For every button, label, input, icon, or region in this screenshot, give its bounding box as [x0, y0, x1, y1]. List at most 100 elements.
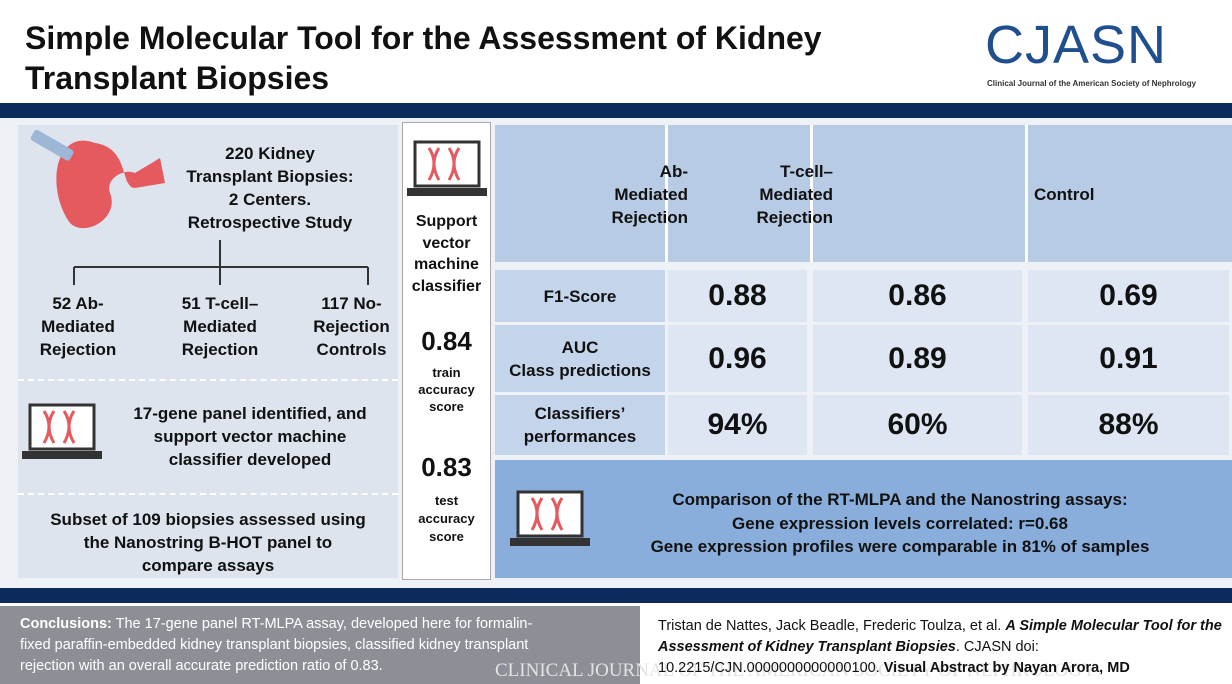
column-sep [810, 125, 813, 262]
text-line: Mediated [759, 185, 833, 204]
text-line: Rejection [756, 208, 833, 227]
band [0, 103, 1232, 118]
text-line: AUC [561, 337, 599, 357]
laptop-icon [22, 403, 102, 459]
text-line: Gene expression levels correlated: r=0.6… [732, 513, 1068, 533]
column-header: Ab- Mediated Rejection [593, 160, 688, 229]
conclusions-label: Conclusions: [20, 616, 112, 632]
group: 51 T-cell– Mediated Rejection [160, 292, 280, 361]
text-line: test [434, 493, 459, 508]
text-line: vector [422, 234, 471, 252]
panel-text: 17-gene panel identified, and support ve… [105, 402, 395, 471]
laptop-icon [510, 490, 590, 546]
value-cell: 0.88 [668, 270, 807, 322]
text-line: The 17-gene panel RT-MLPA assay, develop… [111, 616, 533, 632]
classifier-column [402, 122, 491, 580]
text-line: Mediated [183, 317, 257, 336]
test-label: test accuracy score [402, 492, 491, 546]
text-line: Controls [316, 340, 387, 359]
column-header: T-cell– Mediated Rejection [738, 160, 833, 229]
value-cell: 0.96 [668, 325, 807, 392]
group: 52 Ab- Mediated Rejection [18, 292, 138, 361]
value-cell: 0.89 [813, 325, 1022, 392]
logo-subtitle: Clinical Journal of the American Society… [987, 79, 1197, 88]
text-line: accuracy [418, 511, 475, 526]
text-line: 117 No- [321, 294, 382, 313]
text-line: machine [414, 256, 479, 273]
citation-title: A Simple Molecular Tool for the Assessme… [658, 618, 1222, 655]
subset-text: Subset of 109 biopsies assessed using th… [18, 508, 398, 577]
column-sep [665, 125, 668, 262]
text-line: score [429, 529, 464, 544]
classifier-text: Support vector machine classifier [402, 211, 491, 297]
column-sep [1025, 125, 1028, 262]
value-cell: 0.69 [1028, 270, 1229, 322]
logo: CJASN [985, 15, 1168, 75]
value-cell: 94% [668, 395, 807, 455]
table-header [495, 125, 1232, 262]
kidney-icon [30, 129, 166, 229]
text-line: support vector machine [153, 427, 347, 446]
text-line: classifier developed [168, 450, 332, 469]
value-cell: 0.86 [813, 270, 1022, 322]
study-text: 220 Kidney Transplant Biopsies: 2 Center… [160, 142, 380, 234]
train-label: train accuracy score [402, 364, 491, 415]
text-line: T-cell– [780, 162, 833, 181]
text-line: performances [523, 427, 637, 446]
column-header: Control [1034, 183, 1129, 206]
divider [18, 493, 398, 495]
row-label: Classifiers’ performances [495, 395, 665, 455]
text-line: Classifiers’ [534, 404, 626, 423]
text-line: score [429, 399, 464, 414]
text-line: Class predictions [509, 360, 651, 380]
text-line: Control [1034, 185, 1095, 204]
text-line: classifier [411, 277, 482, 295]
text-line: compare assays [141, 556, 275, 575]
citation-authors: Tristan de Nattes, Jack Beadle, Frederic… [658, 618, 1006, 634]
text-line: 51 T-cell– [181, 294, 259, 313]
value-cell: 60% [813, 395, 1022, 455]
laptop-icon [407, 140, 487, 196]
text-line: 220 Kidney [225, 144, 315, 163]
text-line: 52 Ab- [52, 294, 104, 313]
text-line: the Nanostring B-HOT panel to [83, 533, 333, 552]
text-line: train [432, 365, 461, 380]
text-line: Retrospective Study [187, 213, 353, 232]
tree-lines [73, 240, 369, 285]
title-line: Simple Molecular Tool for the Assessment… [25, 20, 822, 56]
comparison-box [495, 460, 1232, 578]
text-line: 17-gene panel identified, and [133, 404, 367, 423]
text-line: Subset of 109 biopsies assessed using [50, 510, 366, 529]
text-line: Comparison of the RT-MLPA and the Nanost… [672, 490, 1128, 509]
text-line: fixed paraffin-embedded kidney transplan… [20, 637, 529, 653]
credit: Visual Abstract by Nayan Arora, MD [883, 660, 1130, 676]
text-line: 2 Centers. [228, 190, 312, 209]
group: 117 No- Rejection Controls [305, 292, 398, 361]
text-line: Transplant Biopsies: [186, 167, 354, 186]
title: Simple Molecular Tool for the Assessment… [25, 18, 822, 98]
row-label: F1-Score [495, 270, 665, 322]
text-line: Rejection [181, 340, 259, 359]
value-cell: 0.91 [1028, 325, 1229, 392]
test-value: 0.83 [421, 452, 472, 482]
text-line: Rejection [39, 340, 117, 359]
text-line: accuracy [418, 382, 475, 397]
text-line: Gene expression profiles were comparable… [650, 537, 1150, 556]
text-line: Ab- [659, 162, 688, 181]
text-line: Rejection [313, 317, 390, 336]
text-line: F1-Score [543, 286, 617, 306]
comparison-text: Comparison of the RT-MLPA and the Nanost… [600, 488, 1200, 559]
text-line: Rejection [611, 208, 688, 227]
value-cell: 88% [1028, 395, 1229, 455]
title-line: Transplant Biopsies [25, 60, 330, 96]
text-line: Mediated [41, 317, 115, 336]
citation-rest: . CJASN doi: 10.2215/CJN.000000000000010… [658, 639, 1039, 676]
row-label: AUC Class predictions [495, 325, 665, 392]
band [0, 588, 1232, 603]
text-line: Support [415, 213, 478, 230]
train-value: 0.84 [421, 326, 472, 356]
text-line: rejection with an overall accurate predi… [20, 658, 383, 674]
divider [18, 379, 398, 381]
conclusions: Conclusions: The 17-gene panel RT-MLPA a… [0, 606, 640, 684]
